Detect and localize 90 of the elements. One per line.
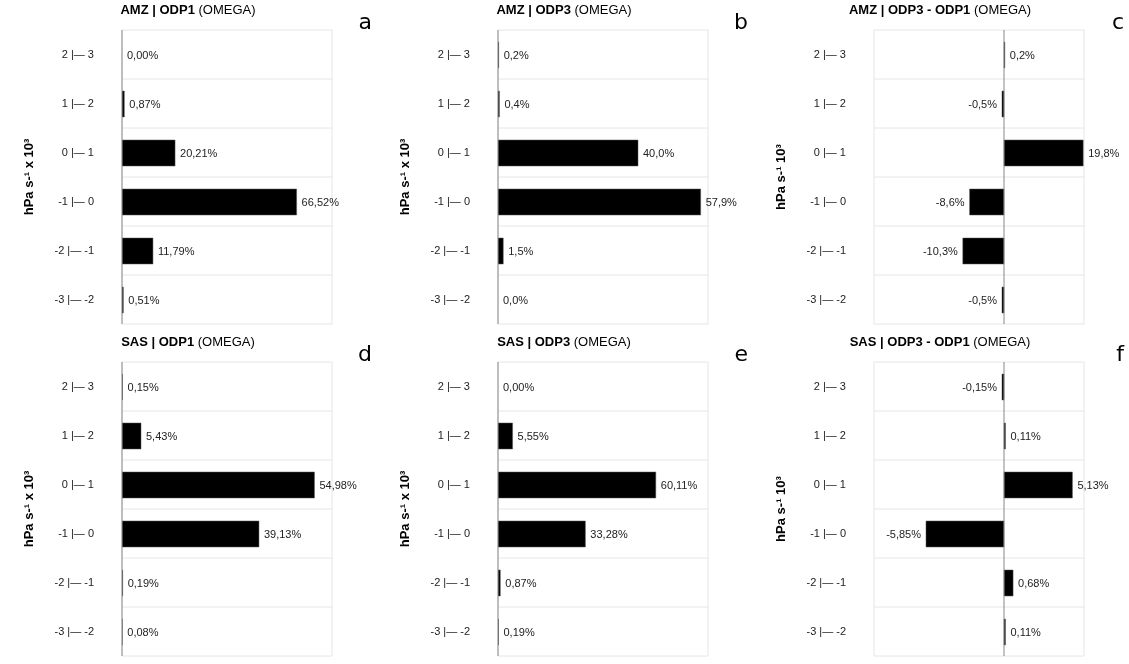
text: d (358, 341, 372, 366)
y-tick-label: 1 |— 2 (61, 97, 94, 110)
y-tick-label: -2 |— -1 (806, 244, 846, 257)
y-tick-label: -3 |— -2 (806, 625, 846, 638)
y-axis-title: hPa s-¹ 10³ (772, 475, 788, 542)
y-axis-title: hPa s-¹ 10³ (772, 143, 788, 210)
text: c (1111, 9, 1124, 34)
data-label: 0,19% (503, 625, 535, 638)
data-label: 66,52% (301, 195, 340, 208)
y-tick-label: -2 |— -1 (430, 244, 470, 257)
y-tick-label: 2 |— 3 (813, 48, 846, 61)
y-tick-label: -1 |— 0 (434, 527, 470, 540)
text: e (734, 341, 748, 366)
data-label: 0,68% (1018, 576, 1050, 589)
chart-title: AMZ | ODP1 (OMEGA) (120, 2, 256, 17)
text: f (1116, 341, 1124, 366)
y-tick-label: -1 |— 0 (810, 527, 846, 540)
data-label: -0,15% (962, 380, 998, 393)
data-label: 19,8% (1088, 146, 1120, 159)
y-tick-label: -3 |— -2 (430, 625, 470, 638)
y-tick-label: -2 |— -1 (54, 576, 94, 589)
y-tick-label: 0 |— 1 (437, 478, 470, 491)
y-tick-label: 0 |— 1 (813, 478, 846, 491)
y-tick-label: -3 |— -2 (54, 625, 94, 638)
chart-title: AMZ | ODP3 - ODP1 (OMEGA) (848, 2, 1032, 17)
y-axis-title: hPa s-¹ x 10³ (20, 138, 36, 216)
y-tick-label: 2 |— 3 (61, 48, 94, 61)
data-label: 0,0% (503, 293, 529, 306)
data-label: 0,51% (128, 293, 160, 306)
y-tick-label: -1 |— 0 (58, 195, 94, 208)
data-label: -10,3% (922, 244, 959, 257)
y-tick-label: -2 |— -1 (430, 576, 470, 589)
y-tick-label: -1 |— 0 (58, 527, 94, 540)
y-tick-label: 1 |— 2 (813, 429, 846, 442)
data-label: -0,5% (968, 97, 998, 110)
y-axis-title: hPa s-¹ x 10³ (396, 138, 412, 216)
data-label: 0,08% (127, 625, 159, 638)
data-label: 0,2% (503, 48, 529, 61)
data-label: 33,28% (590, 527, 628, 540)
y-tick-label: -1 |— 0 (434, 195, 470, 208)
data-label: -8,6% (935, 195, 965, 208)
y-tick-label: 0 |— 1 (437, 146, 470, 159)
text: a (358, 9, 372, 34)
y-tick-label: 1 |— 2 (61, 429, 94, 442)
data-label: 0,11% (1010, 625, 1042, 638)
data-label: 5,43% (146, 429, 178, 442)
y-tick-label: 2 |— 3 (61, 380, 94, 393)
data-label: 0,00% (127, 48, 159, 61)
data-label: 0,87% (129, 97, 161, 110)
y-tick-label: -2 |— -1 (806, 576, 846, 589)
chart-title: SAS | ODP1 (OMEGA) (121, 334, 255, 349)
y-tick-label: 2 |— 3 (813, 380, 846, 393)
data-label: -5,85% (886, 527, 922, 540)
data-label: 60,11% (660, 478, 698, 491)
data-label: 0,4% (504, 97, 530, 110)
text: b (734, 9, 748, 34)
y-tick-label: 1 |— 2 (437, 429, 470, 442)
y-tick-label: -3 |— -2 (806, 293, 846, 306)
data-label: 1,5% (508, 244, 534, 257)
data-label: 0,19% (127, 576, 160, 589)
y-tick-label: -2 |— -1 (54, 244, 94, 257)
y-tick-label: -3 |— -2 (54, 293, 94, 306)
data-label: 39,13% (263, 527, 302, 540)
y-tick-label: 0 |— 1 (813, 146, 846, 159)
chart-title: AMZ | ODP3 (OMEGA) (496, 2, 632, 17)
y-axis-title: hPa s-¹ x 10³ (20, 470, 36, 548)
y-tick-label: 0 |— 1 (61, 478, 94, 491)
data-label: 0,00% (503, 380, 535, 393)
data-label: 11,79% (157, 244, 195, 257)
data-label: 54,98% (319, 478, 357, 491)
y-tick-label: 1 |— 2 (437, 97, 470, 110)
data-label: 5,55% (517, 429, 549, 442)
y-tick-label: -3 |— -2 (430, 293, 470, 306)
data-label: -0,5% (968, 293, 998, 306)
y-tick-label: -1 |— 0 (810, 195, 846, 208)
data-label: 5,13% (1077, 478, 1109, 491)
chart-title: SAS | ODP3 - ODP1 (OMEGA) (849, 334, 1031, 349)
data-label: 0,87% (505, 576, 537, 589)
data-label: 20,21% (180, 146, 218, 159)
data-label: 0,2% (1009, 48, 1036, 61)
y-axis-title: hPa s-¹ x 10³ (396, 470, 412, 548)
data-label: 0,11% (1010, 429, 1042, 442)
y-tick-label: 2 |— 3 (437, 48, 470, 61)
y-tick-label: 2 |— 3 (437, 380, 470, 393)
chart-title: SAS | ODP3 (OMEGA) (497, 334, 631, 349)
data-label: 40,0% (643, 146, 675, 159)
data-label: 57,9% (705, 195, 738, 208)
y-tick-label: 1 |— 2 (813, 97, 846, 110)
data-label: 0,15% (127, 380, 159, 393)
y-tick-label: 0 |— 1 (61, 146, 94, 159)
